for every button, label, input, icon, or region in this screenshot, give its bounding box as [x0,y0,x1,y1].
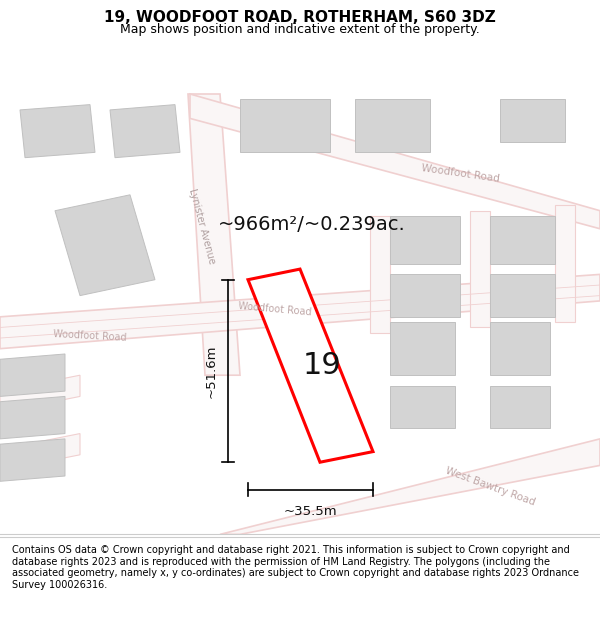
Polygon shape [390,386,455,428]
Polygon shape [0,439,65,481]
Polygon shape [490,274,555,317]
Polygon shape [0,396,65,439]
Polygon shape [370,216,390,332]
Polygon shape [0,354,65,396]
Polygon shape [490,322,550,375]
Polygon shape [248,269,373,462]
Text: 19: 19 [303,351,341,380]
Text: West Bawtry Road: West Bawtry Road [444,466,536,508]
Text: Lynister Avenue: Lynister Avenue [187,188,217,266]
Text: 19, WOODFOOT ROAD, ROTHERHAM, S60 3DZ: 19, WOODFOOT ROAD, ROTHERHAM, S60 3DZ [104,10,496,25]
Polygon shape [0,274,600,349]
Polygon shape [490,216,555,264]
Polygon shape [190,94,600,229]
Text: Map shows position and indicative extent of the property.: Map shows position and indicative extent… [120,23,480,36]
Polygon shape [390,322,455,375]
Polygon shape [470,211,490,328]
Polygon shape [0,434,80,471]
Polygon shape [0,375,80,413]
Polygon shape [240,99,330,152]
Text: ~35.5m: ~35.5m [284,504,337,518]
Text: ~51.6m: ~51.6m [205,344,218,398]
Polygon shape [500,99,565,142]
Text: Woodfoot Road: Woodfoot Road [420,163,500,184]
Polygon shape [55,195,155,296]
Polygon shape [220,439,600,534]
Text: Woodfoot Road: Woodfoot Road [53,329,127,343]
Text: ~966m²/~0.239ac.: ~966m²/~0.239ac. [218,215,406,234]
Text: Woodfoot Road: Woodfoot Road [238,301,312,318]
Polygon shape [555,206,575,322]
Polygon shape [390,274,460,317]
Polygon shape [188,94,240,375]
Polygon shape [20,104,95,158]
Polygon shape [390,216,460,264]
Polygon shape [110,104,180,158]
Polygon shape [490,386,550,428]
Polygon shape [355,99,430,152]
Text: Contains OS data © Crown copyright and database right 2021. This information is : Contains OS data © Crown copyright and d… [12,545,579,590]
